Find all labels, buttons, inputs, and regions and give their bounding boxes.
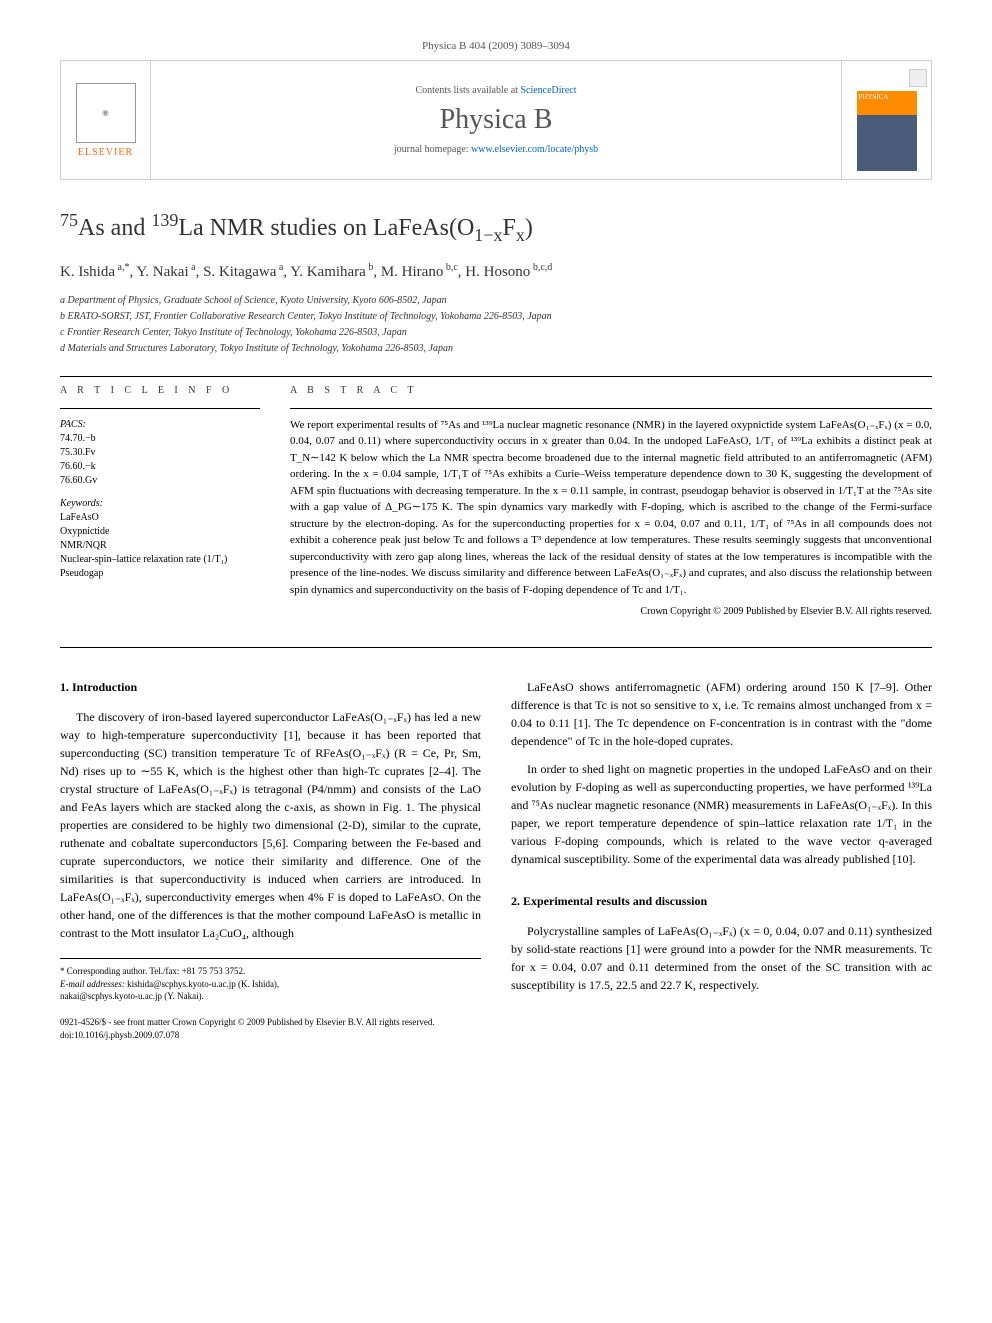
title-sup2: 139 <box>151 210 178 230</box>
elsevier-logo-block: ◉ ELSEVIER <box>61 61 151 179</box>
pacs-item: 75.30.Fv <box>60 446 260 460</box>
email-2: nakai@scphys.kyoto-u.ac.jp (Y. Nakai). <box>60 990 481 1003</box>
journal-cover-thumb: PHYSICA <box>857 91 917 171</box>
pacs-label: PACS: <box>60 419 260 430</box>
keywords-label: Keywords: <box>60 498 260 509</box>
author-1: K. Ishida <box>60 264 115 280</box>
affiliations: a Department of Physics, Graduate School… <box>60 293 932 356</box>
author-4: , Y. Kamihara <box>283 264 365 280</box>
affiliation-a: a Department of Physics, Graduate School… <box>60 293 932 308</box>
emails-line: E-mail addresses: kishida@scphys.kyoto-u… <box>60 978 481 991</box>
affiliation-d: d Materials and Structures Laboratory, T… <box>60 341 932 356</box>
journal-center-block: Contents lists available at ScienceDirec… <box>151 61 841 179</box>
contents-line: Contents lists available at ScienceDirec… <box>415 85 576 96</box>
keyword-item: Oxypnictide <box>60 525 260 539</box>
journal-cover-block: PHYSICA <box>841 61 931 179</box>
title-t2: As and <box>78 215 151 241</box>
title-t4: La NMR studies on LaFeAs(O <box>178 215 474 241</box>
author-2: , Y. Nakai <box>129 264 188 280</box>
title-sub1: 1−x <box>474 225 502 245</box>
article-title: 75As and 139La NMR studies on LaFeAs(O1−… <box>60 210 932 246</box>
footnotes-block: * Corresponding author. Tel./fax: +81 75… <box>60 958 481 1003</box>
col2-p2: In order to shed light on magnetic prope… <box>511 760 932 868</box>
divider-bottom <box>60 647 932 648</box>
section-2-heading: 2. Experimental results and discussion <box>511 892 932 910</box>
sciencedirect-link[interactable]: ScienceDirect <box>520 85 576 96</box>
title-t6: F <box>502 215 515 241</box>
abstract-copyright: Crown Copyright © 2009 Published by Else… <box>290 606 932 617</box>
corresponding-author: * Corresponding author. Tel./fax: +81 75… <box>60 965 481 978</box>
pacs-list: 74.70.−b 75.30.Fv 76.60.−k 76.60.Gv <box>60 432 260 488</box>
homepage-prefix: journal homepage: <box>394 144 471 155</box>
journal-name: Physica B <box>440 104 553 136</box>
article-info-heading: A R T I C L E I N F O <box>60 385 260 396</box>
abstract-divider <box>290 408 932 409</box>
keywords-list: LaFeAsO Oxypnictide NMR/NQR Nuclear-spin… <box>60 511 260 581</box>
provenance-badge-icon <box>909 69 927 87</box>
body-column-right: LaFeAsO shows antiferromagnetic (AFM) or… <box>511 678 932 1004</box>
article-info-block: A R T I C L E I N F O PACS: 74.70.−b 75.… <box>60 385 260 618</box>
author-1-aff: a,* <box>115 262 129 273</box>
doi-block: 0921-4526/$ - see front matter Crown Cop… <box>60 1016 932 1041</box>
keyword-item: NMR/NQR <box>60 539 260 553</box>
homepage-line: journal homepage: www.elsevier.com/locat… <box>394 144 598 155</box>
title-t8: ) <box>525 215 533 241</box>
authors-line: K. Ishida a,*, Y. Nakai a, S. Kitagawa a… <box>60 262 932 281</box>
doi-line-1: 0921-4526/$ - see front matter Crown Cop… <box>60 1016 932 1029</box>
section-2-p1: Polycrystalline samples of LaFeAs(O₁₋ₓFₓ… <box>511 922 932 994</box>
title-sup1: 75 <box>60 210 78 230</box>
pacs-item: 76.60.−k <box>60 460 260 474</box>
affiliation-c: c Frontier Research Center, Tokyo Instit… <box>60 325 932 340</box>
homepage-link[interactable]: www.elsevier.com/locate/physb <box>471 144 598 155</box>
body-column-left: 1. Introduction The discovery of iron-ba… <box>60 678 481 1004</box>
author-6-aff: b,c,d <box>530 262 552 273</box>
keyword-item: LaFeAsO <box>60 511 260 525</box>
elsevier-tree-icon: ◉ <box>76 83 136 143</box>
elsevier-label: ELSEVIER <box>78 147 133 158</box>
info-abstract-row: A R T I C L E I N F O PACS: 74.70.−b 75.… <box>60 385 932 618</box>
abstract-heading: A B S T R A C T <box>290 385 932 396</box>
col2-p1: LaFeAsO shows antiferromagnetic (AFM) or… <box>511 678 932 750</box>
author-5-aff: b,c <box>443 262 457 273</box>
journal-citation: Physica B 404 (2009) 3089–3094 <box>60 40 932 52</box>
keyword-item: Nuclear-spin–lattice relaxation rate (1/… <box>60 553 260 567</box>
contents-prefix: Contents lists available at <box>415 85 520 96</box>
pacs-item: 74.70.−b <box>60 432 260 446</box>
body-columns: 1. Introduction The discovery of iron-ba… <box>60 678 932 1004</box>
author-2-aff: a <box>189 262 196 273</box>
abstract-text: We report experimental results of ⁷⁵As a… <box>290 417 932 599</box>
divider-top <box>60 376 932 377</box>
pacs-item: 76.60.Gv <box>60 474 260 488</box>
keyword-item: Pseudogap <box>60 567 260 581</box>
author-6: , H. Hosono <box>458 264 531 280</box>
doi-line-2: doi:10.1016/j.physb.2009.07.078 <box>60 1029 932 1042</box>
section-1-heading: 1. Introduction <box>60 678 481 696</box>
author-3: , S. Kitagawa <box>196 264 277 280</box>
journal-header-box: ◉ ELSEVIER Contents lists available at S… <box>60 60 932 180</box>
title-sub2: x <box>516 225 525 245</box>
email-1: kishida@scphys.kyoto-u.ac.jp (K. Ishida)… <box>127 979 279 989</box>
author-5: , M. Hirano <box>373 264 443 280</box>
section-1-p1: The discovery of iron-based layered supe… <box>60 708 481 942</box>
info-divider <box>60 408 260 409</box>
abstract-block: A B S T R A C T We report experimental r… <box>290 385 932 618</box>
affiliation-b: b ERATO-SORST, JST, Frontier Collaborati… <box>60 309 932 324</box>
emails-label: E-mail addresses: <box>60 979 127 989</box>
